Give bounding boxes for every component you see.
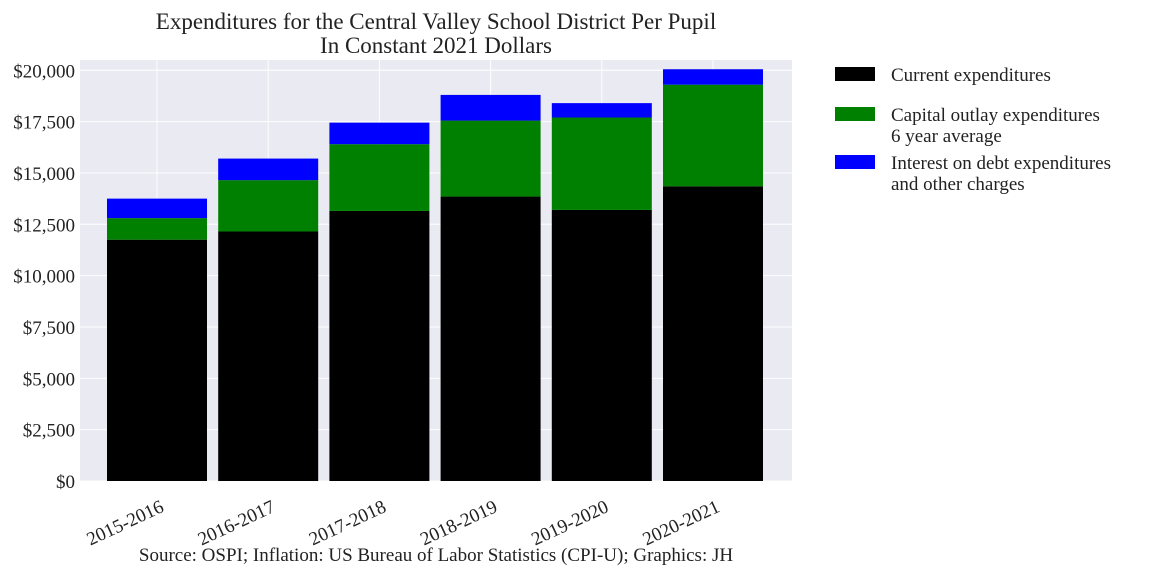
x-axis-ticks: 2015-2016 2016-2017 2017-2018 2018-2019 2019… [84, 496, 723, 550]
y-tick-label: $7,500 [23, 318, 75, 339]
bar-segment [663, 186, 763, 482]
chart-subtitle: In Constant 2021 Dollars [320, 33, 552, 58]
legend-swatch [835, 67, 875, 81]
y-tick-label: $0 [56, 472, 75, 493]
legend-swatch [835, 107, 875, 121]
bar-segment [551, 117, 652, 210]
bar-segment [107, 198, 207, 219]
legend: Current expenditures Capital outlay expen… [835, 65, 1111, 195]
bar-segment [663, 84, 763, 187]
y-axis-ticks: $0 $2,500 $5,000 $7,500 $10,000 $12,500 $15,00… [13, 61, 75, 493]
x-tick-label: 2015-2016 [84, 496, 167, 550]
y-tick-label: $2,500 [23, 421, 75, 442]
bar-segment [440, 196, 541, 481]
legend-label: Capital outlay expenditures [891, 105, 1100, 126]
bar-segment [107, 218, 207, 240]
legend-label: Current expenditures [891, 65, 1051, 86]
bar-segment [440, 94, 541, 121]
bar-segment [551, 209, 652, 482]
legend-label: and other charges [891, 174, 1025, 195]
x-tick-label: 2016-2017 [195, 496, 278, 550]
bars [107, 69, 763, 482]
bar-segment [329, 122, 430, 145]
bar-segment [329, 144, 430, 211]
bar-segment [218, 158, 319, 181]
legend-label: 6 year average [891, 126, 1002, 147]
bar-segment [551, 103, 652, 118]
x-tick-label: 2017-2018 [306, 496, 389, 550]
bar-segment [440, 120, 541, 197]
y-tick-label: $15,000 [13, 164, 75, 185]
x-tick-label: 2020-2021 [640, 496, 723, 550]
y-tick-label: $12,500 [13, 215, 75, 236]
bar-segment [329, 210, 430, 481]
y-tick-label: $5,000 [23, 369, 75, 390]
y-tick-label: $17,500 [13, 113, 75, 134]
legend-swatch [835, 155, 875, 169]
y-tick-label: $20,000 [13, 61, 75, 82]
x-tick-label: 2018-2019 [417, 496, 500, 550]
bar-segment [107, 239, 207, 481]
source-note: Source: OSPI; Inflation: US Bureau of La… [139, 545, 733, 566]
chart-title: Expenditures for the Central Valley Scho… [156, 9, 716, 34]
x-tick-label: 2019-2020 [528, 496, 611, 550]
bar-segment [663, 69, 763, 85]
bar-segment [218, 231, 319, 481]
legend-label: Interest on debt expenditures [891, 153, 1111, 174]
bar-segment [218, 180, 319, 232]
y-tick-label: $10,000 [13, 267, 75, 288]
